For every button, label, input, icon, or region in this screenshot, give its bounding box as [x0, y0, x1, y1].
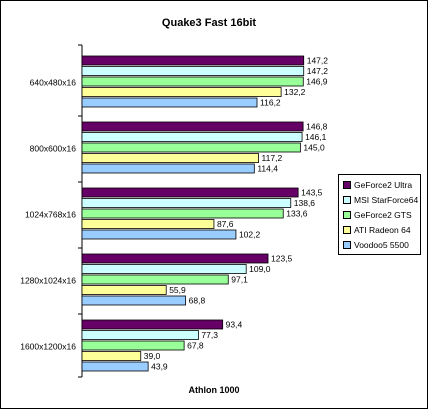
bar: [81, 361, 149, 372]
bar: [81, 208, 284, 219]
bar: [81, 198, 292, 208]
data-label: 55,9: [169, 285, 186, 295]
legend-item: Voodoo5 5500: [343, 239, 409, 251]
legend-item: GeForce2 Ultra: [343, 179, 412, 191]
bar: [81, 264, 247, 274]
bar: [81, 253, 269, 264]
data-label: 68,8: [189, 296, 206, 306]
chart-title: Quake3 Fast 16bit: [162, 17, 256, 29]
bar: [81, 66, 305, 76]
bar: [81, 76, 304, 87]
bar: [81, 187, 299, 198]
bar: [81, 295, 187, 306]
bar: [81, 121, 304, 132]
data-label: 146,8: [306, 122, 328, 132]
data-label: 147,2: [307, 66, 329, 76]
bar: [81, 340, 185, 351]
bar: [81, 319, 224, 330]
bar: [81, 132, 303, 142]
bar: [81, 274, 229, 285]
bar: [81, 219, 215, 229]
bar: [81, 330, 199, 340]
bar: [81, 142, 301, 153]
data-label: 145,0: [303, 143, 325, 153]
data-label: 97,1: [231, 275, 248, 285]
legend-swatch: [343, 210, 351, 219]
category-label: 1024x768x16: [25, 209, 76, 219]
legend-label: Voodoo5 5500: [354, 240, 409, 250]
data-label: 77,3: [201, 330, 218, 340]
data-label: 117,2: [262, 153, 283, 163]
data-label: 67,8: [187, 341, 204, 351]
category-label: 800x600x16: [30, 143, 77, 153]
data-label: 114,4: [257, 164, 278, 174]
bar: [81, 153, 259, 163]
legend-item: ATI Radeon 64: [343, 224, 411, 236]
bar: [81, 97, 258, 108]
legend-label: GeForce2 GTS: [354, 210, 412, 220]
data-label: 123,5: [271, 254, 293, 264]
data-label: 39,0: [144, 351, 161, 361]
category-label: 640x480x16: [30, 77, 77, 87]
bar: [81, 285, 167, 295]
data-label: 43,9: [151, 362, 168, 372]
bar: [81, 163, 255, 174]
data-label: 147,2: [307, 56, 329, 66]
bar: [81, 351, 142, 361]
chart-legend: GeForce2 Ultra MSI StarForce64 GeForce2 GT…: [338, 174, 421, 255]
data-label: 87,6: [217, 219, 234, 229]
data-label: 116,2: [260, 98, 281, 108]
data-label: 93,4: [226, 320, 243, 330]
legend-label: GeForce2 Ultra: [354, 180, 413, 190]
data-label: 138,6: [294, 198, 316, 208]
data-label: 132,2: [284, 87, 306, 97]
data-label: 109,0: [249, 264, 271, 274]
legend-swatch: [343, 180, 351, 189]
legend-item: MSI StarForce64: [343, 194, 418, 206]
bar: [81, 55, 305, 66]
data-label: 133,6: [286, 209, 308, 219]
bar: [81, 229, 237, 240]
legend-item: GeForce2 GTS: [343, 209, 412, 221]
category-label: 1280x1024x16: [20, 275, 76, 285]
x-axis-label: Athlon 1000: [188, 385, 239, 395]
legend-swatch: [343, 225, 351, 234]
data-label: 102,2: [239, 230, 261, 240]
data-label: 143,5: [301, 188, 323, 198]
data-label: 146,1: [305, 132, 327, 142]
legend-label: ATI Radeon 64: [354, 225, 411, 235]
category-label: 1600x1200x16: [20, 341, 76, 351]
data-label: 146,9: [306, 77, 328, 87]
legend-swatch: [343, 195, 351, 204]
legend-swatch: [343, 240, 351, 249]
legend-label: MSI StarForce64: [354, 195, 419, 205]
bar: [81, 87, 282, 97]
